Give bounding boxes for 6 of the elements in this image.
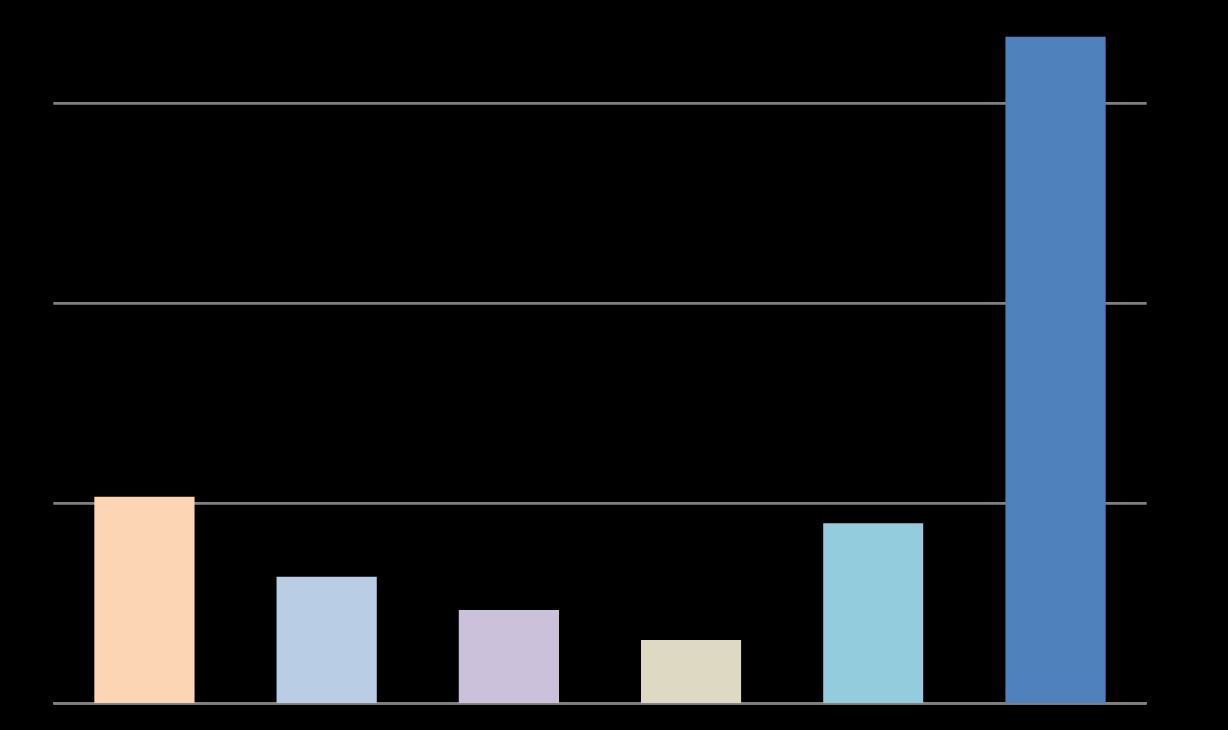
bar <box>458 610 559 704</box>
bar <box>641 640 742 704</box>
bar <box>823 523 924 704</box>
bar <box>1005 36 1106 704</box>
bar <box>94 496 195 704</box>
bar <box>276 576 377 704</box>
